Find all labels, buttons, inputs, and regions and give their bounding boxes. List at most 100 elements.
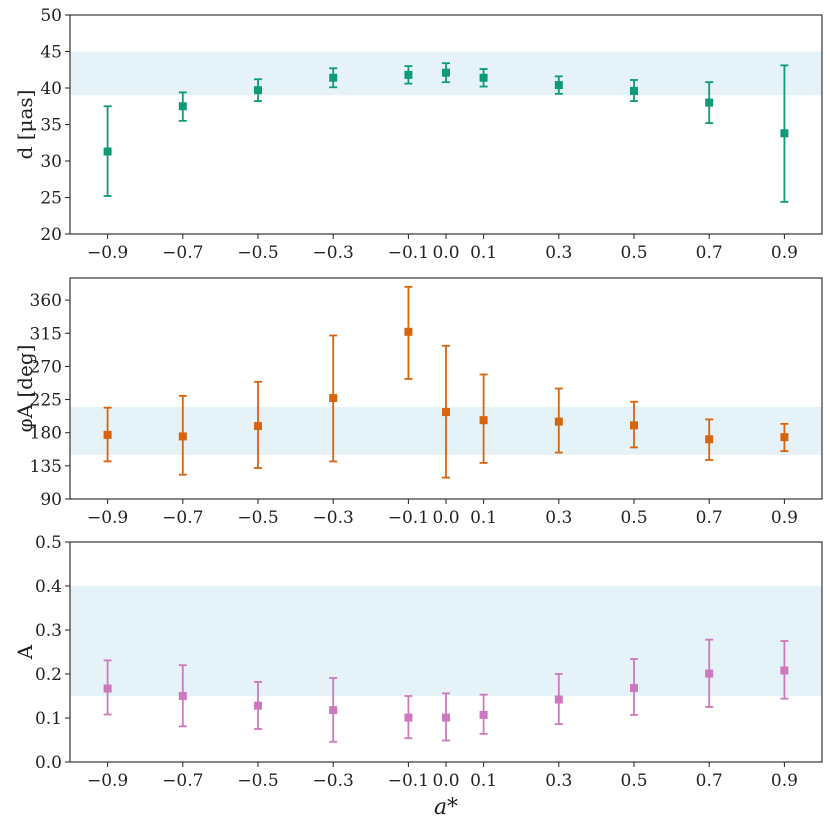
x-tick-label: 0.9 bbox=[771, 771, 798, 791]
y-tick-label: 50 bbox=[40, 6, 62, 26]
point-marker bbox=[630, 86, 638, 95]
data-point bbox=[329, 334, 338, 463]
point-marker bbox=[178, 432, 187, 441]
x-axis-label: a* bbox=[434, 795, 458, 820]
point-marker bbox=[479, 416, 488, 425]
data-point bbox=[479, 693, 488, 735]
data-point bbox=[103, 659, 112, 716]
point-marker bbox=[178, 102, 187, 111]
point-marker bbox=[554, 417, 563, 426]
data-point bbox=[705, 81, 714, 124]
y-tick-label: 45 bbox=[40, 43, 62, 63]
x-tick-label: 0.1 bbox=[470, 243, 497, 263]
x-tick-label: 0.0 bbox=[432, 771, 459, 791]
x-tick-label: −0.5 bbox=[237, 771, 278, 791]
point-marker bbox=[404, 327, 413, 336]
data-point bbox=[178, 91, 187, 122]
data-point bbox=[404, 65, 413, 85]
point-marker bbox=[705, 435, 714, 444]
reference-band bbox=[70, 586, 822, 696]
x-tick-label: −0.3 bbox=[313, 771, 354, 791]
x-tick-label: −0.1 bbox=[388, 508, 429, 528]
y-axis-label: A bbox=[13, 644, 37, 660]
x-tick-label: −0.3 bbox=[313, 243, 354, 263]
data-point bbox=[254, 380, 262, 469]
point-marker bbox=[479, 710, 488, 719]
data-point bbox=[442, 344, 450, 479]
data-point bbox=[442, 692, 450, 742]
data-point bbox=[178, 394, 187, 476]
point-marker bbox=[554, 695, 563, 704]
x-tick-label: 0.3 bbox=[545, 771, 572, 791]
x-tick-label: 0.5 bbox=[620, 508, 647, 528]
data-point bbox=[404, 285, 413, 380]
y-axis-label: d [μas] bbox=[13, 90, 37, 160]
x-tick-label: 0.7 bbox=[696, 771, 723, 791]
y-tick-label: 360 bbox=[30, 291, 62, 311]
y-tick-label: 20 bbox=[40, 225, 62, 245]
y-tick-label: 0.5 bbox=[35, 533, 62, 553]
data-point bbox=[705, 638, 714, 708]
point-marker bbox=[329, 706, 338, 715]
y-tick-label: 0.4 bbox=[35, 577, 62, 597]
x-tick-label: 0.3 bbox=[545, 508, 572, 528]
x-tick-label: −0.3 bbox=[313, 508, 354, 528]
y-tick-label: 25 bbox=[40, 189, 62, 209]
x-tick-label: 0.7 bbox=[696, 508, 723, 528]
data-point bbox=[554, 387, 563, 454]
y-tick-label: 315 bbox=[30, 324, 62, 344]
data-point bbox=[103, 105, 112, 197]
x-tick-label: 0.0 bbox=[432, 243, 459, 263]
data-point bbox=[780, 422, 789, 453]
point-marker bbox=[329, 73, 338, 82]
x-tick-label: 0.1 bbox=[470, 508, 497, 528]
x-tick-label: 0.5 bbox=[620, 771, 647, 791]
data-point bbox=[329, 677, 338, 743]
x-tick-label: 0.3 bbox=[545, 243, 572, 263]
point-marker bbox=[254, 86, 262, 95]
data-point bbox=[103, 406, 112, 463]
x-tick-label: 0.0 bbox=[432, 508, 459, 528]
y-tick-label: 35 bbox=[40, 116, 62, 136]
data-point bbox=[479, 68, 488, 88]
point-marker bbox=[103, 684, 112, 693]
y-tick-label: 180 bbox=[30, 424, 62, 444]
panel-middle: 90 135 180 225 270 315 360 −0.9 −0.7 −0.5 −0.3 −0.1… bbox=[13, 277, 823, 528]
x-tick-label: −0.5 bbox=[237, 243, 278, 263]
data-point bbox=[780, 640, 789, 700]
x-tick-label: −0.9 bbox=[87, 243, 128, 263]
x-tick-label: −0.7 bbox=[162, 771, 203, 791]
point-marker bbox=[404, 713, 413, 722]
data-point bbox=[705, 418, 714, 461]
y-tick-label: 225 bbox=[30, 391, 62, 411]
y-axis-label: φA [deg] bbox=[13, 345, 37, 433]
y-tick-label: 0.3 bbox=[35, 621, 62, 641]
point-marker bbox=[329, 394, 338, 403]
point-marker bbox=[404, 70, 413, 79]
data-point bbox=[178, 664, 187, 728]
point-marker bbox=[780, 129, 789, 138]
y-tick-label: 270 bbox=[30, 357, 62, 377]
panel-bottom: 0.00.10.20.30.40.5−0.9 −0.7 −0.5 −0.3 −0.1 0.… bbox=[13, 533, 823, 820]
data-point bbox=[554, 75, 563, 95]
axes-frame bbox=[69, 14, 823, 235]
data-point bbox=[780, 64, 789, 203]
point-marker bbox=[705, 98, 714, 107]
y-tick-label: 90 bbox=[40, 490, 62, 510]
x-tick-label: −0.5 bbox=[237, 508, 278, 528]
point-marker bbox=[442, 68, 450, 77]
data-point bbox=[630, 658, 638, 716]
point-marker bbox=[630, 421, 638, 430]
x-tick-label: −0.9 bbox=[87, 771, 128, 791]
data-point bbox=[630, 400, 638, 449]
point-marker bbox=[780, 433, 789, 442]
y-tick-label: 40 bbox=[40, 79, 62, 99]
point-marker bbox=[705, 669, 714, 678]
data-point bbox=[442, 62, 450, 84]
data-point bbox=[479, 373, 488, 464]
panel-top: 20 25 30 35 40 45 50 −0.9 −0.7 −0.5 −0.3 −0.1 0.0 0.1… bbox=[13, 6, 823, 263]
x-tick-label: −0.7 bbox=[162, 508, 203, 528]
point-marker bbox=[630, 684, 638, 693]
data-point bbox=[630, 79, 638, 103]
